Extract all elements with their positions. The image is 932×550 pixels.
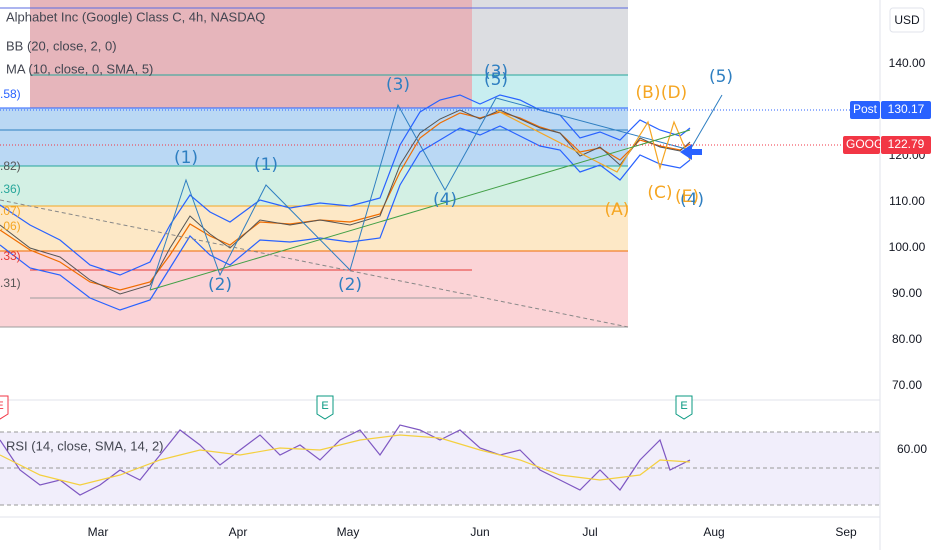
time-axis-label: Apr xyxy=(229,525,248,539)
time-axis-label: Mar xyxy=(88,525,109,539)
fib-label: .33) xyxy=(0,249,21,263)
trend-line xyxy=(0,199,629,328)
fib-zones xyxy=(0,0,628,328)
price-axis-label: 140.00 xyxy=(889,56,926,70)
price-axis-label: 100.00 xyxy=(889,240,926,254)
earnings-marker[interactable]: E xyxy=(321,400,328,412)
fib-label: .58) xyxy=(0,87,21,101)
fib-label: .36) xyxy=(0,182,21,196)
wave-label: (B) xyxy=(636,83,661,103)
zone xyxy=(472,75,628,108)
wave-label: (2) xyxy=(338,275,362,295)
price-axis-label: 110.00 xyxy=(889,194,925,208)
tag-name-box xyxy=(850,101,880,119)
wave-label: (2) xyxy=(208,275,232,295)
fib-label: .82) xyxy=(0,159,21,173)
indicator: MA (10, close, 0, SMA, 5) xyxy=(6,61,153,76)
price-line xyxy=(0,109,691,295)
title: Alphabet Inc (Google) Class C, 4h, NASDA… xyxy=(6,9,265,24)
wave-label: (3) xyxy=(484,62,508,82)
wave-label: (4) xyxy=(433,190,457,210)
earnings-marker[interactable]: E xyxy=(0,400,4,412)
wave-label: (1) xyxy=(174,148,198,168)
bb-lower xyxy=(0,125,691,311)
price-axis xyxy=(880,0,932,550)
earnings-badge[interactable] xyxy=(0,395,9,420)
earnings-marker[interactable]: E xyxy=(680,400,687,412)
rsi-ma xyxy=(0,434,691,486)
tag-name: GOOG xyxy=(846,137,883,151)
tag-price: 122.79 xyxy=(888,137,925,151)
wave-label: (D) xyxy=(661,83,687,103)
wave-label: (4) xyxy=(680,190,704,210)
bb-upper xyxy=(0,94,691,276)
tag-name: Post xyxy=(853,102,878,116)
price-axis-label: 80.00 xyxy=(892,332,922,346)
wave-label: (A) xyxy=(605,200,630,220)
currency-button[interactable] xyxy=(889,7,925,33)
moving-average xyxy=(0,111,691,291)
zone xyxy=(0,166,628,206)
wave-label: (5) xyxy=(709,67,733,87)
fib-label: .31) xyxy=(0,276,21,290)
rsi-axis-label: 60.00 xyxy=(897,442,927,456)
time-axis-label: Sep xyxy=(835,525,857,539)
price-axis-label: 90.00 xyxy=(892,286,922,300)
arrow xyxy=(680,144,702,160)
rsi-line xyxy=(0,424,691,496)
fib-label: .07) xyxy=(0,204,21,218)
time-axis-label: May xyxy=(337,525,360,539)
rsi-label: RSI (14, close, SMA, 14, 2) xyxy=(6,438,164,453)
currency[interactable]: USD xyxy=(894,13,920,27)
wave-label: (5) xyxy=(484,70,508,90)
price-axis-label: 70.00 xyxy=(892,378,922,392)
wave-label: (3) xyxy=(386,75,410,95)
earnings-badge[interactable] xyxy=(675,395,693,420)
rsi-band xyxy=(0,432,880,505)
zone xyxy=(0,206,628,251)
wave-label: (E) xyxy=(675,187,699,207)
wave-label: (C) xyxy=(647,183,672,203)
tag-price-box xyxy=(881,101,931,119)
tag-name-box xyxy=(843,136,880,154)
zone xyxy=(472,0,628,75)
wave-path xyxy=(149,94,723,291)
time-axis-label: Aug xyxy=(703,525,724,539)
time-axis-label: Jun xyxy=(470,525,489,539)
trend-line xyxy=(149,129,691,291)
zone xyxy=(0,108,628,166)
tag-price-box xyxy=(881,136,931,154)
time-axis-label: Jul xyxy=(582,525,597,539)
tag-price: 130.17 xyxy=(888,102,925,116)
wave-label: (1) xyxy=(254,155,278,175)
earnings-badge[interactable] xyxy=(316,395,334,420)
fib-label: .06) xyxy=(0,219,21,233)
indicator: BB (20, close, 2, 0) xyxy=(6,38,117,53)
zone xyxy=(0,251,628,327)
zone xyxy=(30,0,472,108)
